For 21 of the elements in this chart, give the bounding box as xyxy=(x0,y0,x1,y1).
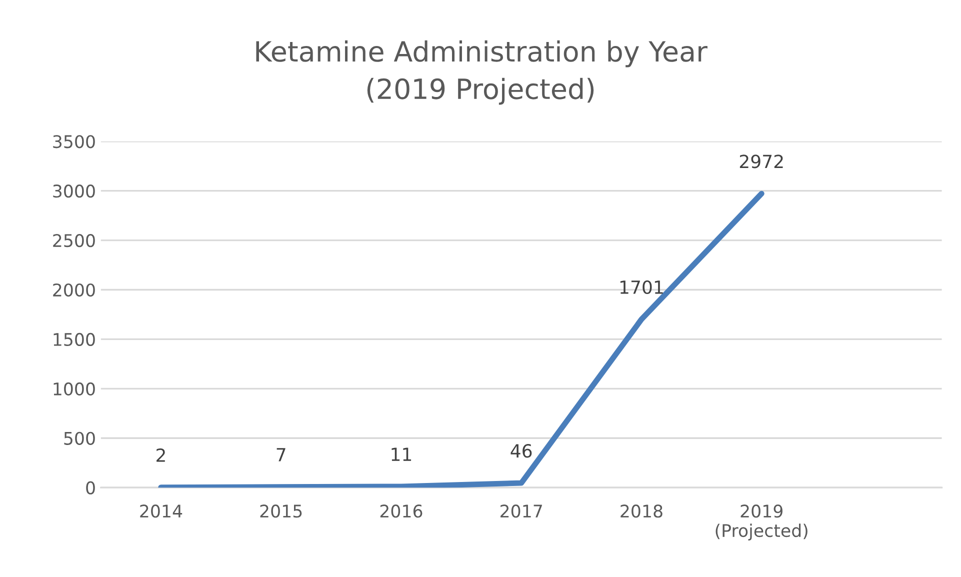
x-tick-label: 2019 (Projected) xyxy=(716,504,808,540)
y-tick-label: 3500 xyxy=(53,135,95,148)
x-tick-label: 2015 xyxy=(260,504,302,518)
y-tick-label: 2500 xyxy=(53,234,95,248)
y-tick-label: 1000 xyxy=(54,382,95,396)
y-tick-label: 0 xyxy=(86,481,95,494)
y-tick-label: 2000 xyxy=(53,283,95,297)
data-label: 46 xyxy=(510,444,532,458)
data-label: 1701 xyxy=(620,280,663,294)
y-tick-label: 3000 xyxy=(53,184,95,198)
chart-title: Ketamine Administration by Year (2019 Projected) xyxy=(256,40,708,105)
x-tick-label: 2016 xyxy=(380,504,422,518)
y-tick-label: 500 xyxy=(64,432,95,445)
data-label: 2972 xyxy=(740,154,783,168)
data-label: 2 xyxy=(156,448,165,462)
x-tick-label: 2017 xyxy=(500,504,542,518)
data-label: 11 xyxy=(392,448,412,461)
x-tick-label: 2018 xyxy=(620,504,662,518)
data-label: 7 xyxy=(276,448,286,462)
y-tick-label: 1500 xyxy=(54,332,95,346)
x-tick-label: 2014 xyxy=(140,504,182,518)
